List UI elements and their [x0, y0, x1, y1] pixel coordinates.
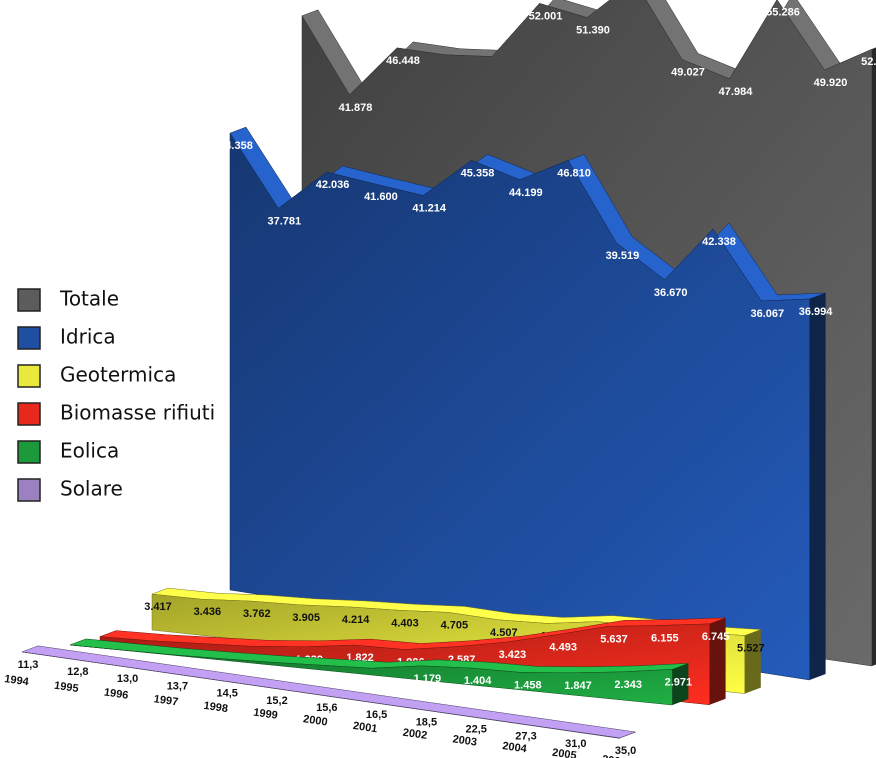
value-label: 563: [368, 675, 386, 687]
area: [69, 644, 673, 706]
x-tick-label: 1998: [203, 700, 229, 715]
area-side: [744, 629, 761, 694]
value-label: 42.338: [702, 236, 736, 248]
value-label: 36.994: [799, 306, 834, 318]
value-label: 1.404: [464, 675, 492, 687]
value-label: 39.519: [606, 250, 640, 262]
x-tick-label: 2005: [551, 747, 577, 758]
x-tick-label: 2002: [402, 727, 428, 742]
legend-swatch: [17, 288, 41, 312]
value-label: 41.878: [339, 102, 373, 114]
value-label: 2.343: [614, 679, 642, 691]
value-label: 41.600: [364, 191, 398, 203]
value-label: 36.670: [654, 287, 688, 299]
value-label: 55.286: [766, 7, 800, 19]
value-label: 42.036: [316, 179, 350, 191]
value-label: 3.436: [194, 606, 222, 618]
value-label: 3.417: [144, 601, 172, 613]
legend-label: Eolica: [60, 439, 119, 463]
legend-label: Solare: [60, 477, 123, 501]
value-label: 15,2: [266, 695, 287, 707]
value-label: 13,0: [117, 673, 138, 685]
value-label: 49.920: [814, 77, 848, 89]
value-label: 18,5: [416, 716, 437, 728]
x-tick-label: 1997: [153, 693, 179, 708]
value-label: 31,0: [565, 738, 586, 750]
value-label: 4.214: [342, 614, 370, 626]
value-label: 16,5: [366, 709, 387, 721]
x-tick-label: 1996: [103, 686, 129, 701]
value-label: 27,3: [515, 731, 536, 743]
value-label: 52.272: [861, 56, 876, 68]
legend-swatch: [17, 402, 41, 426]
value-label: 2.971: [665, 676, 693, 688]
legend-swatch: [17, 440, 41, 464]
legend-swatch: [17, 326, 41, 350]
value-label: 15,6: [316, 702, 337, 714]
value-label: 1.458: [514, 680, 542, 692]
value-label: 3.905: [292, 612, 320, 624]
legend-swatch: [17, 478, 41, 502]
value-label: 12,8: [67, 666, 88, 678]
value-label: 37.781: [267, 215, 301, 227]
x-tick-label: 1995: [53, 680, 79, 695]
value-label: 51.390: [576, 25, 610, 37]
x-tick-label: 2004: [502, 740, 529, 755]
value-label: 52.001: [529, 10, 563, 22]
value-label: 232: [268, 669, 286, 681]
legend-label: Biomasse rifiuti: [60, 401, 215, 425]
legend-label: Totale: [59, 287, 119, 311]
value-label: 1.179: [414, 673, 442, 685]
value-label: 13,7: [167, 680, 188, 692]
value-label: 403: [318, 672, 336, 684]
value-label: 6.745: [702, 631, 730, 643]
value-label: 45.358: [461, 167, 495, 179]
value-label: 4.705: [441, 619, 469, 631]
legend-label: Idrica: [60, 325, 116, 349]
value-label: 41.214: [412, 202, 447, 214]
x-tick-label: 2001: [352, 720, 378, 735]
value-label: 5.637: [600, 633, 628, 645]
value-label: 49.027: [671, 66, 705, 78]
value-label: 36.067: [750, 308, 784, 320]
value-label: 44.358: [219, 140, 253, 152]
area: [21, 651, 620, 739]
value-label: 22,5: [465, 724, 486, 736]
value-label: 3.762: [243, 608, 271, 620]
value-label: 11,3: [18, 659, 39, 671]
value-label: 46.448: [386, 55, 420, 67]
value-label: 3.423: [499, 649, 527, 661]
area-side: [619, 731, 636, 739]
x-tick-label: 2000: [302, 713, 328, 728]
value-label: 47.984: [719, 86, 754, 98]
x-tick-label: 2003: [452, 733, 478, 748]
area-side: [672, 663, 689, 705]
x-tick-label: 2006: [601, 753, 627, 758]
x-tick-label: 1999: [253, 707, 279, 722]
legend-label: Geotermica: [60, 363, 176, 387]
area: [229, 132, 810, 681]
value-label: 35,0: [615, 745, 636, 757]
value-label: 4.403: [391, 617, 419, 629]
value-label: 4.493: [549, 642, 577, 654]
value-label: 4.507: [490, 627, 518, 639]
value-label: 6.155: [651, 633, 679, 645]
value-label: 46.810: [557, 167, 591, 179]
area-side: [709, 617, 726, 705]
value-label: 44.199: [509, 187, 543, 199]
area-side: [872, 47, 876, 666]
value-label: 1.847: [564, 680, 592, 692]
value-label: 14,5: [216, 688, 237, 700]
area-side: [809, 292, 826, 680]
x-tick-label: 1994: [4, 673, 31, 688]
value-label: 5.527: [737, 643, 765, 655]
legend-swatch: [17, 364, 41, 388]
